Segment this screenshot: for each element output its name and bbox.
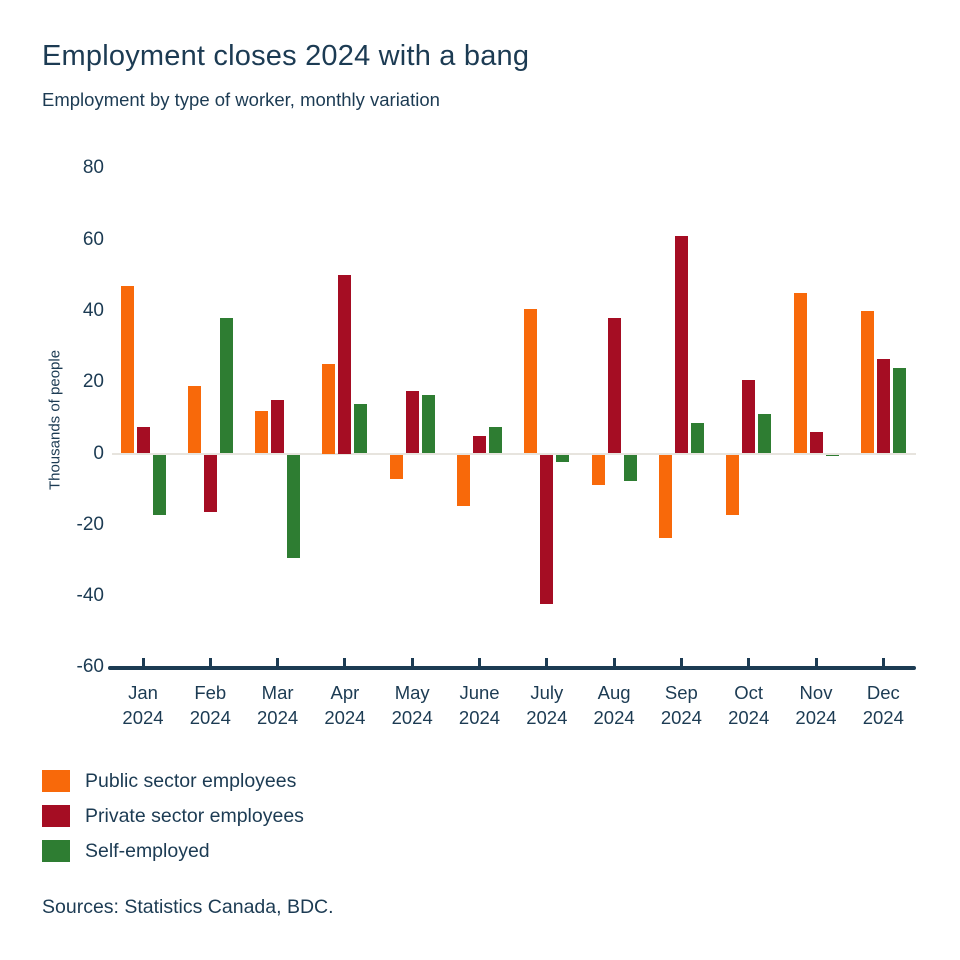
bar-self-employed-oct (758, 414, 772, 454)
x-axis-tick (679, 658, 683, 666)
x-axis-line (108, 666, 916, 670)
legend-label: Private sector employees (85, 804, 304, 827)
bar-private-sector-employees-oct (742, 380, 756, 454)
bar-self-employed-dec (892, 367, 906, 454)
bar-public-sector-employees-july (524, 309, 538, 454)
legend-label: Public sector employees (85, 769, 297, 792)
bar-public-sector-employees-mar (255, 410, 269, 454)
x-tick-label: Mar 2024 (257, 682, 299, 728)
bar-self-employed-july (556, 454, 570, 462)
bar-private-sector-employees-jan (136, 426, 150, 454)
bar-public-sector-employees-sep (658, 454, 672, 539)
y-tick-label: 40 (82, 299, 104, 321)
x-axis-tick (343, 658, 347, 666)
chart-subtitle: Employment by type of worker, monthly va… (42, 89, 440, 110)
y-tick-label: -60 (76, 656, 104, 678)
x-axis-tick (612, 658, 616, 666)
bar-private-sector-employees-june (473, 435, 486, 454)
x-axis-tick (814, 658, 818, 666)
bar-public-sector-employees-nov (793, 293, 807, 454)
x-tick-label: July 2024 (526, 682, 568, 728)
bar-self-employed-mar (287, 454, 301, 558)
bar-self-employed-sep (690, 423, 704, 454)
source-note: Sources: Statistics Canada, BDC. (42, 896, 334, 918)
x-tick-label: Aug 2024 (593, 682, 635, 728)
bar-private-sector-employees-may (405, 391, 419, 454)
bar-public-sector-employees-apr (322, 364, 336, 454)
bar-self-employed-june (489, 426, 502, 454)
x-tick-label: Sep 2024 (660, 682, 702, 728)
x-axis-tick (208, 658, 212, 666)
bar-self-employed-aug (623, 454, 637, 482)
bar-self-employed-nov (825, 454, 839, 457)
x-tick-label: Nov 2024 (795, 682, 837, 728)
bar-private-sector-employees-feb (203, 454, 217, 512)
legend-swatch (42, 840, 70, 862)
bar-public-sector-employees-jan (120, 285, 134, 454)
bar-self-employed-may (421, 394, 435, 454)
bar-public-sector-employees-june (457, 454, 470, 507)
x-tick-label: Feb 2024 (189, 682, 231, 728)
x-axis-tick (410, 658, 414, 666)
legend-swatch (42, 770, 70, 792)
x-axis-tick (276, 658, 280, 666)
x-axis-tick (747, 658, 751, 666)
zero-gridline (112, 452, 916, 455)
y-tick-label: 0 (93, 442, 104, 464)
y-tick-label: 60 (82, 228, 104, 250)
bar-private-sector-employees-apr (338, 275, 352, 454)
legend-item-self-employed: Self-employed (42, 839, 210, 863)
bar-public-sector-employees-may (389, 454, 403, 480)
bar-public-sector-employees-dec (860, 310, 874, 454)
bar-private-sector-employees-nov (809, 432, 823, 454)
bar-private-sector-employees-mar (271, 400, 285, 454)
bar-private-sector-employees-july (540, 454, 554, 605)
y-tick-label: 80 (82, 157, 104, 179)
x-axis-tick (478, 658, 481, 666)
bar-self-employed-jan (152, 454, 166, 516)
bar-self-employed-apr (354, 403, 368, 454)
bar-public-sector-employees-oct (726, 454, 740, 516)
bar-private-sector-employees-dec (876, 359, 890, 454)
bar-private-sector-employees-sep (674, 236, 688, 454)
chart-title: Employment closes 2024 with a bang (42, 40, 530, 72)
x-tick-label: Jan 2024 (122, 682, 164, 728)
bar-private-sector-employees-aug (607, 318, 621, 454)
bar-public-sector-employees-feb (187, 385, 201, 454)
x-tick-label: June 2024 (458, 682, 501, 728)
x-tick-label: Dec 2024 (862, 682, 904, 728)
x-tick-label: Oct 2024 (728, 682, 770, 728)
y-tick-label: -20 (76, 513, 104, 535)
bar-self-employed-feb (219, 318, 233, 454)
legend-swatch (42, 805, 70, 827)
y-tick-label: -40 (76, 585, 104, 607)
x-tick-label: May 2024 (391, 682, 433, 728)
bar-public-sector-employees-aug (591, 454, 605, 485)
x-axis-tick (141, 658, 145, 666)
x-axis-tick (545, 658, 549, 666)
y-tick-label: 20 (82, 371, 104, 393)
x-axis-tick (881, 658, 885, 666)
legend-label: Self-employed (85, 839, 210, 862)
legend-item-private-sector-employees: Private sector employees (42, 804, 304, 828)
x-tick-label: Apr 2024 (324, 682, 366, 728)
legend-item-public-sector-employees: Public sector employees (42, 769, 296, 793)
